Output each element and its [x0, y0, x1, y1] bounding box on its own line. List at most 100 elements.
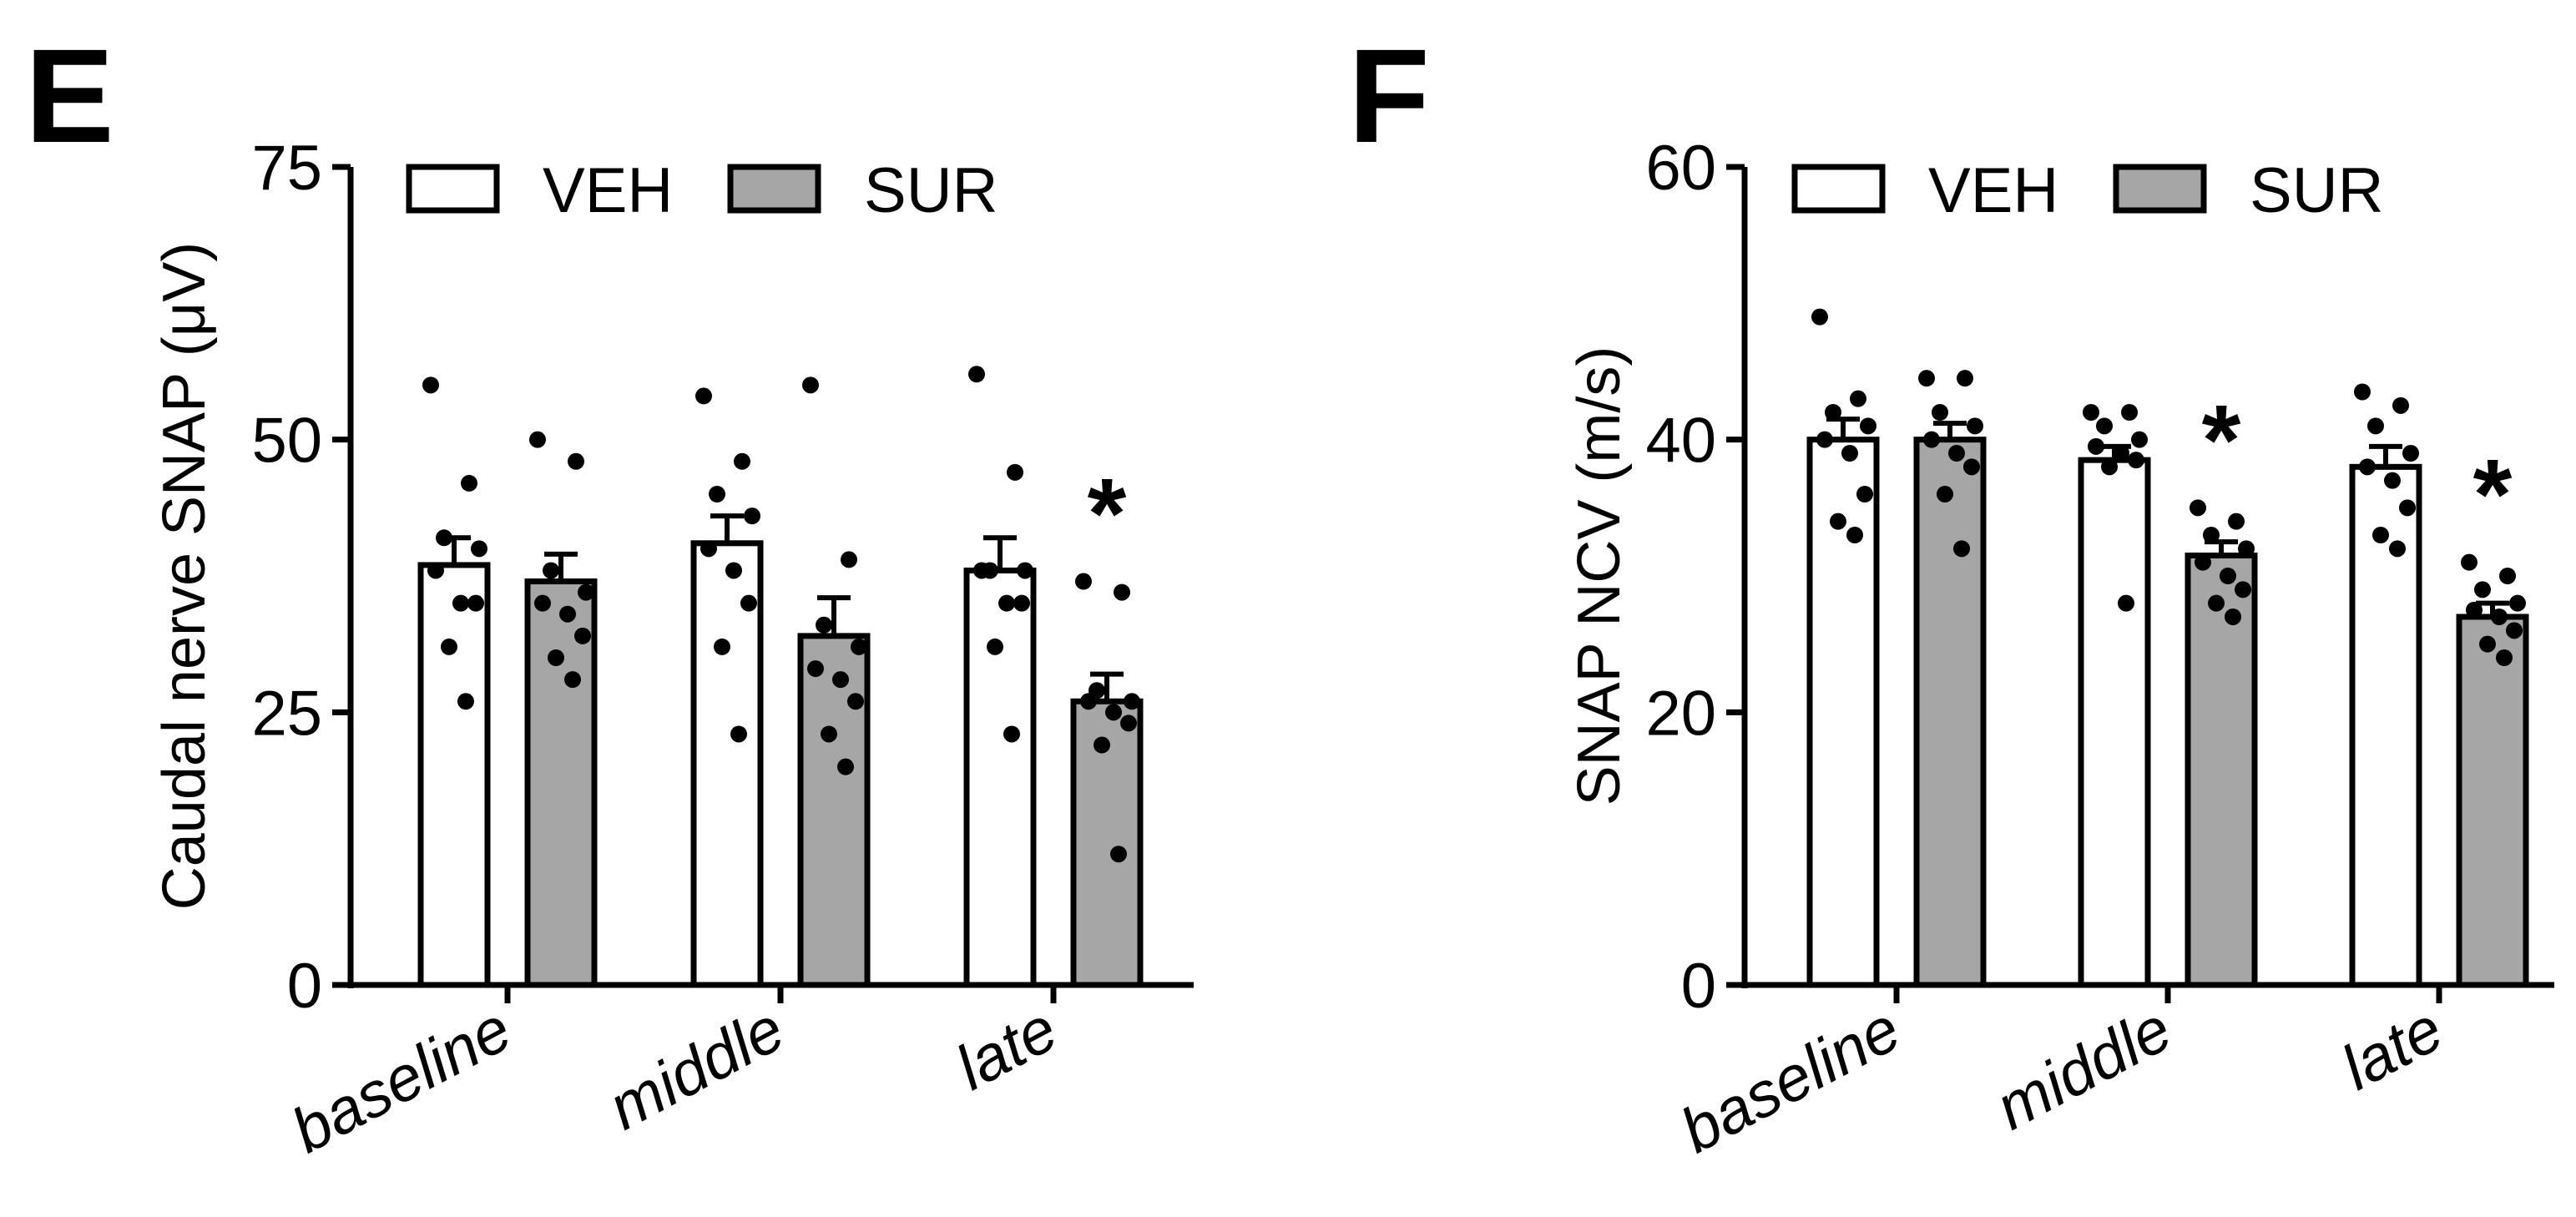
bar [2078, 457, 2151, 988]
data-point [2101, 458, 2118, 476]
data-point [1953, 540, 1970, 558]
data-point [1114, 583, 1130, 601]
data-point [2392, 396, 2409, 414]
y-tick-label: 20 [1645, 678, 1716, 749]
data-point [2491, 608, 2508, 625]
bar [417, 562, 491, 988]
data-point [2461, 553, 2478, 571]
bar [963, 567, 1037, 988]
data-point [2496, 649, 2513, 666]
data-point [2359, 458, 2376, 476]
data-point [578, 583, 594, 601]
data-point [2506, 622, 2523, 639]
data-point [1075, 573, 1092, 590]
data-point [2235, 581, 2251, 598]
legend-label: VEH [1928, 155, 2058, 226]
data-point [2402, 445, 2419, 462]
data-point [2389, 540, 2406, 558]
data-point [700, 540, 717, 558]
data-point [730, 725, 747, 743]
panel-letter: E [25, 21, 114, 170]
data-point [1846, 527, 1863, 543]
significance-star: * [1088, 458, 1127, 570]
y-tick-label: 0 [1681, 951, 1716, 1022]
data-point [1816, 431, 1833, 448]
data-point [422, 376, 439, 394]
data-point [1017, 562, 1033, 579]
data-point [2499, 568, 2516, 584]
data-point [1013, 594, 1030, 612]
data-point [1110, 846, 1127, 863]
data-point [1850, 390, 1866, 407]
data-point [2225, 608, 2241, 625]
data-point [461, 474, 477, 492]
bar [1913, 437, 1987, 988]
data-point [709, 486, 725, 502]
data-point [2088, 437, 2104, 455]
data-point [467, 594, 484, 612]
data-point [2208, 594, 2225, 612]
data-point [1957, 370, 1973, 387]
data-point [2113, 445, 2129, 462]
data-point [1856, 486, 1873, 502]
data-point [695, 387, 712, 405]
legend-label: VEH [543, 155, 673, 226]
data-point [2474, 581, 2491, 598]
significance-star: * [2473, 439, 2513, 551]
legend-label: SUR [2250, 155, 2383, 226]
data-point [2509, 594, 2526, 612]
data-point [1841, 445, 1858, 462]
data-point [1105, 704, 1122, 721]
data-point [2118, 594, 2134, 612]
bar [2349, 463, 2422, 988]
data-point [2220, 568, 2236, 584]
data-point [1007, 463, 1023, 481]
data-point [1094, 736, 1110, 754]
data-point [821, 725, 837, 743]
y-axis-title: SNAP NCV (m/s) [1566, 346, 1633, 806]
data-point [2190, 499, 2206, 517]
x-tick-label: late [945, 993, 1068, 1104]
data-point [816, 616, 832, 634]
data-point [2479, 635, 2496, 653]
data-point [998, 594, 1015, 612]
data-point [564, 671, 581, 689]
data-point [968, 366, 985, 383]
data-point [436, 529, 452, 547]
data-point [548, 649, 564, 666]
data-point [802, 376, 819, 394]
legend-swatch [727, 164, 821, 214]
data-point [837, 758, 854, 775]
data-point [2466, 601, 2483, 619]
data-point [847, 693, 864, 710]
data-point [452, 594, 469, 612]
data-point [1967, 417, 1983, 435]
data-point [543, 562, 559, 579]
data-point [427, 562, 444, 579]
data-point [568, 452, 584, 470]
data-point [441, 638, 457, 655]
bar [690, 540, 764, 988]
data-point [574, 627, 591, 644]
bar [2456, 614, 2529, 988]
data-point [2128, 452, 2144, 469]
data-point [1080, 693, 1097, 710]
bar [797, 633, 871, 988]
legend: VEH SUR [406, 155, 998, 226]
data-point [744, 508, 760, 525]
y-tick-label: 50 [251, 406, 322, 477]
data-point [2384, 472, 2401, 489]
legend: VEH SUR [1791, 155, 2383, 226]
data-point [2083, 404, 2099, 421]
data-point [1948, 445, 1965, 462]
data-point [534, 594, 551, 612]
y-tick-label: 60 [1645, 133, 1716, 204]
data-point [559, 605, 576, 623]
data-point [2354, 383, 2371, 401]
data-point [1124, 693, 1140, 710]
data-point [1811, 308, 1828, 326]
data-point [471, 540, 487, 558]
data-point [2131, 431, 2148, 448]
